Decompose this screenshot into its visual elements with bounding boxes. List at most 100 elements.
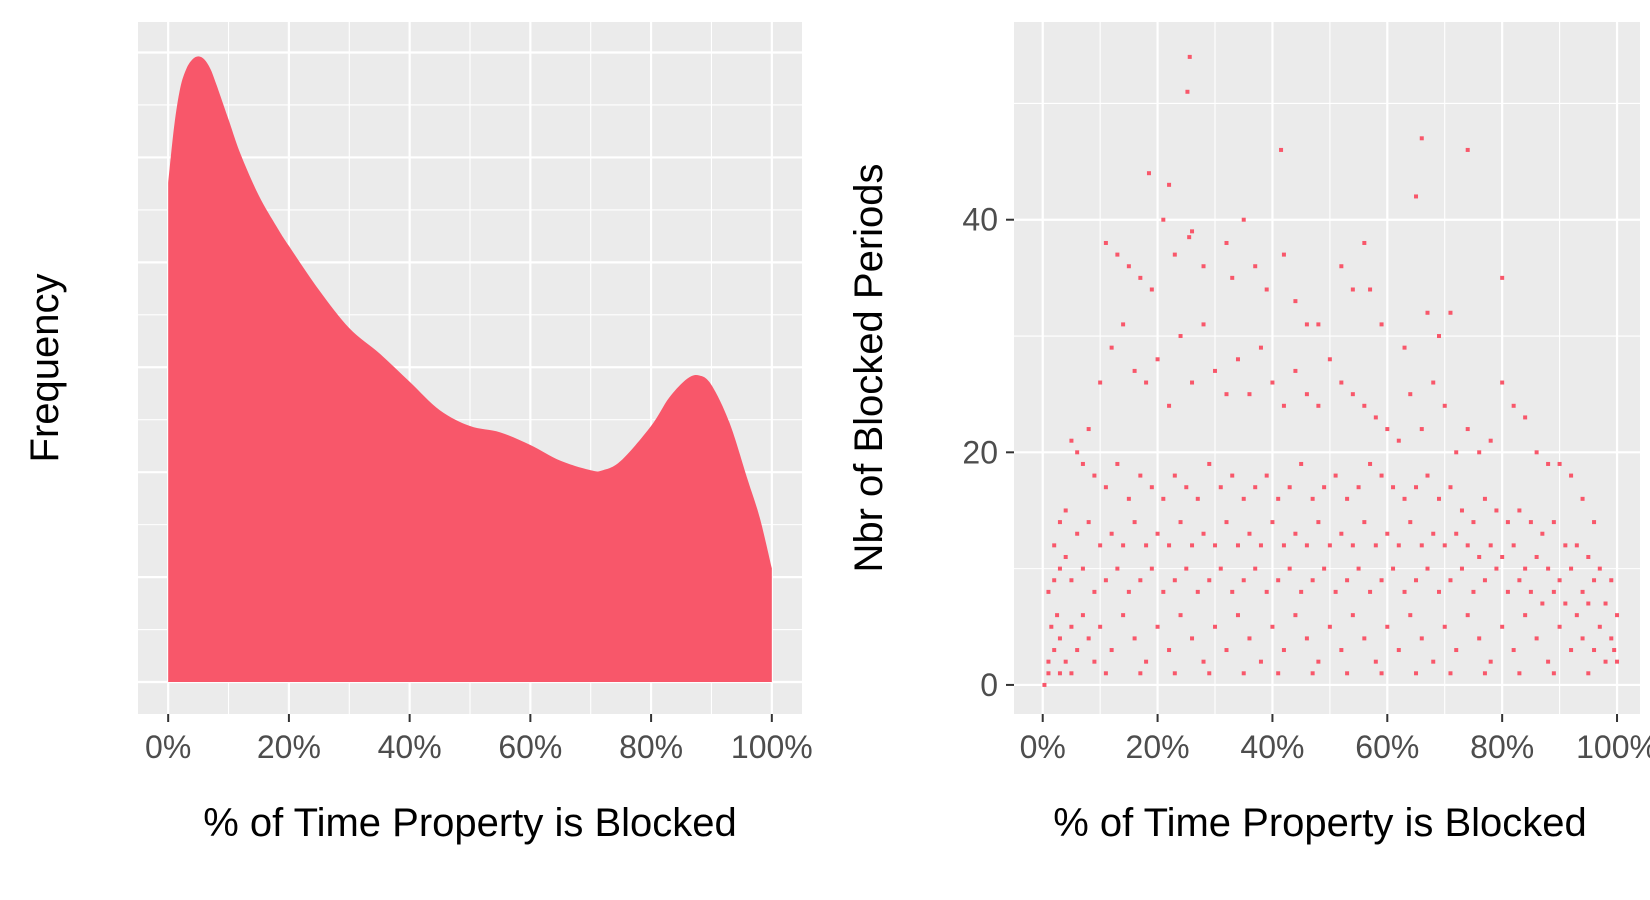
scatter-x-axis-title: % of Time Property is Blocked [1053,801,1587,845]
scatter-point [1098,380,1103,385]
scatter-point [1161,496,1166,501]
scatter-point [1224,392,1229,397]
scatter-point [1241,217,1246,222]
scatter-point [1379,473,1384,478]
scatter-point [1563,543,1568,548]
scatter-point [1057,671,1062,676]
scatter-point [1482,671,1487,676]
scatter-point [1586,671,1591,676]
scatter-point [1115,461,1120,466]
scatter-point [1115,252,1120,257]
scatter-point [1172,252,1177,257]
scatter-point [1477,554,1482,559]
scatter-point [1207,461,1212,466]
scatter-point [1161,217,1166,222]
scatter-point [1546,566,1551,571]
scatter-point [1046,589,1051,594]
scatter-point [1362,240,1367,245]
scatter-point [1149,566,1154,571]
scatter-point [1167,543,1172,548]
scatter-point [1523,566,1528,571]
scatter-point [1540,601,1545,606]
scatter-point [1287,485,1292,490]
scatter-point [1379,322,1384,327]
scatter-point [1075,450,1080,455]
scatter-point [1505,589,1510,594]
scatter-point [1379,671,1384,676]
density-x-tick-label: 0% [145,729,191,765]
scatter-point [1408,520,1413,525]
scatter-x-tick-label: 100% [1576,729,1650,765]
scatter-point [1339,648,1344,653]
scatter-point [1546,659,1551,664]
scatter-point [1500,624,1505,629]
scatter-point [1373,415,1378,420]
scatter-point [1419,543,1424,548]
scatter-point [1414,578,1419,583]
scatter-point [1500,554,1505,559]
scatter-point [1557,624,1562,629]
scatter-point [1465,543,1470,548]
scatter-point [1155,531,1160,536]
scatter-point [1276,496,1281,501]
scatter-point [1201,264,1206,269]
scatter-point [1379,578,1384,583]
scatter-point [1385,427,1390,432]
scatter-x-tick-label: 80% [1470,729,1534,765]
scatter-point [1264,287,1269,292]
scatter-point [1299,589,1304,594]
scatter-point [1322,485,1327,490]
scatter-point [1339,531,1344,536]
scatter-point [1126,264,1131,269]
scatter-point [1230,473,1235,478]
scatter-point [1603,659,1608,664]
scatter-point [1612,648,1617,653]
scatter-point [1195,589,1200,594]
scatter-x-ticks: 0% 20% 40% 60% 80% 100% [1020,714,1650,765]
scatter-point [1293,531,1298,536]
scatter-point [1057,636,1062,641]
scatter-point [1304,322,1309,327]
scatter-point [1184,485,1189,490]
scatter-point [1213,624,1218,629]
scatter-point [1155,624,1160,629]
scatter-point [1304,636,1309,641]
scatter-point [1356,566,1361,571]
density-area [168,56,772,682]
scatter-point [1167,182,1172,187]
scatter-point [1187,235,1192,240]
scatter-point [1396,438,1401,443]
scatter-point [1264,473,1269,478]
scatter-point [1454,531,1459,536]
scatter-point [1103,485,1108,490]
scatter-point [1459,566,1464,571]
scatter-point [1052,578,1057,583]
scatter-point [1224,240,1229,245]
scatter-point [1511,543,1516,548]
scatter-point [1092,589,1097,594]
scatter-point [1517,671,1522,676]
scatter-point [1235,543,1240,548]
scatter-point [1052,648,1057,653]
density-x-ticks: 0% 20% 40% 60% 80% 100% [145,714,813,765]
scatter-point [1144,543,1149,548]
scatter-point [1103,240,1108,245]
scatter-point [1121,322,1126,327]
scatter-point [1149,485,1154,490]
scatter-point [1279,147,1284,152]
scatter-point [1187,54,1192,59]
scatter-x-tick-label: 40% [1240,729,1304,765]
scatter-point [1281,252,1286,257]
scatter-point [1488,438,1493,443]
scatter-point [1247,392,1252,397]
scatter-point [1270,624,1275,629]
scatter-point [1327,357,1332,362]
scatter-point [1178,613,1183,618]
scatter-point [1098,543,1103,548]
scatter-point [1190,543,1195,548]
scatter-point [1299,461,1304,466]
scatter-point [1528,589,1533,594]
scatter-point [1373,659,1378,664]
scatter-point [1103,578,1108,583]
